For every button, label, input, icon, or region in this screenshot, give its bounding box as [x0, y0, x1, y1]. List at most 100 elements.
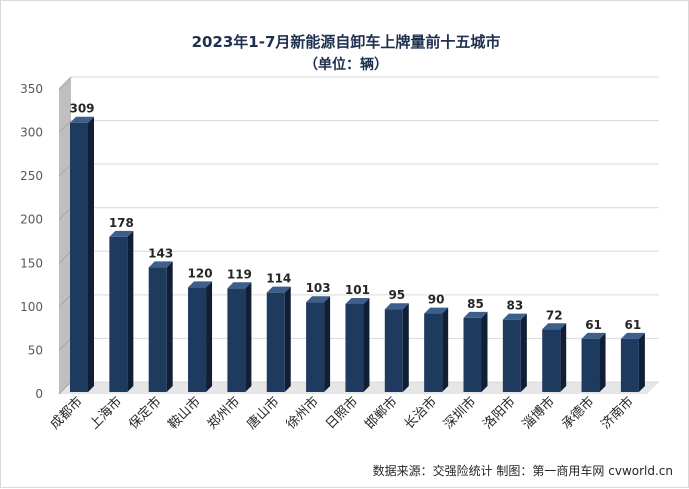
bar-top [384, 303, 409, 310]
side-wall [59, 77, 71, 394]
gridline-depth [58, 163, 72, 177]
bar [109, 230, 134, 392]
y-tick-label: 250 [20, 169, 43, 183]
bar-side [127, 230, 134, 392]
y-tick-label: 150 [20, 256, 43, 270]
bar-side [324, 296, 331, 392]
chart-title: 2023年1-7月新能源自卸车上牌量前十五城市 [192, 33, 501, 51]
x-tick-label: 承德市 [558, 394, 597, 433]
bar-top [109, 230, 134, 237]
bar-side [638, 332, 645, 392]
x-tick-label: 日照市 [322, 394, 361, 433]
data-label: 95 [388, 288, 405, 302]
x-tick-label: 长治市 [401, 394, 440, 433]
x-tick-label: 成都市 [47, 394, 86, 433]
bar-front [542, 329, 561, 392]
bar-top [424, 307, 449, 314]
bar [70, 116, 94, 392]
data-label: 72 [546, 308, 563, 322]
bar-side [599, 332, 606, 392]
gridline-depth [58, 381, 72, 395]
bar-top [463, 311, 488, 318]
bar-front [384, 309, 403, 392]
bar-side [88, 116, 94, 392]
bar-front [424, 313, 443, 392]
y-tick-label: 350 [20, 82, 43, 96]
bar-front [502, 319, 521, 392]
bar-top [502, 313, 527, 320]
gridline-depth [58, 338, 72, 351]
x-tick-label: 济南市 [598, 394, 637, 433]
bar [581, 332, 606, 392]
data-label: 143 [148, 246, 173, 260]
bar-side [481, 311, 488, 392]
data-label: 103 [306, 281, 331, 295]
x-tick-label: 鞍山市 [165, 394, 204, 433]
bar-top [148, 261, 173, 268]
bar-top [188, 281, 213, 288]
bar-front [227, 288, 246, 392]
bar-front [306, 302, 325, 392]
x-tick-label: 邯郸市 [362, 394, 401, 433]
bar-series [70, 116, 645, 392]
bar [620, 332, 645, 392]
bar-side [560, 323, 567, 392]
data-label: 119 [227, 267, 252, 281]
bar [345, 297, 370, 392]
bar [266, 286, 291, 392]
bar [502, 313, 527, 392]
data-label: 120 [188, 266, 213, 280]
bar-side [166, 261, 173, 392]
y-tick-label: 300 [20, 126, 43, 140]
bar-top [542, 323, 567, 330]
bar [463, 311, 488, 392]
bar-top [345, 297, 370, 304]
bar [306, 296, 331, 392]
gridline-depth [58, 250, 72, 264]
x-tick-label: 深圳市 [440, 394, 479, 433]
bar-front [620, 338, 639, 392]
y-axis-ticks: 0 50 100 150 200 250 300 350 [20, 82, 43, 401]
data-label: 61 [585, 318, 602, 332]
data-label: 101 [345, 283, 370, 297]
bar-front [345, 303, 364, 392]
bar [424, 307, 449, 392]
bar-front [581, 338, 600, 392]
bar-side [442, 307, 449, 392]
bar-top [581, 332, 606, 339]
bar-side [402, 303, 409, 392]
bar [148, 261, 173, 392]
x-axis-categories: 成都市 上海市 保定市 鞍山市 郑州市 唐山市 徐州市 日照市 邯郸市 长治市 深圳市 洛阳市 淄博市承… [47, 394, 637, 433]
bar-front [463, 317, 482, 392]
x-tick-label: 上海市 [86, 394, 125, 433]
x-tick-label: 淄博市 [519, 394, 558, 433]
y-tick-label: 0 [35, 387, 43, 401]
data-label: 83 [506, 299, 523, 313]
bar [384, 303, 409, 392]
bar-top [266, 286, 291, 293]
source-note: 数据来源：交强险统计 制图：第一商用车网 cvworld.cn [373, 463, 673, 478]
bar-front [188, 287, 207, 392]
bar-side [206, 281, 213, 392]
x-tick-label: 保定市 [126, 394, 165, 433]
bar-top [306, 296, 331, 303]
bar-side [245, 282, 252, 392]
gridline-depth [58, 294, 72, 308]
y-tick-label: 100 [20, 300, 43, 314]
x-tick-label: 郑州市 [204, 394, 243, 433]
bar-side [363, 297, 370, 392]
bar-side [284, 286, 291, 392]
data-label: 309 [69, 102, 94, 116]
bar-top [620, 332, 645, 339]
bar [188, 281, 213, 392]
bar-front [109, 236, 128, 392]
gridline-depth [58, 76, 72, 90]
data-labels: 309 178 143 120 119 114 103 101 95 90 85 83 72 61 61 [69, 102, 641, 332]
bar [227, 282, 252, 392]
data-label: 85 [467, 297, 484, 311]
bar-top [70, 116, 94, 123]
bar [542, 323, 567, 392]
x-tick-label: 徐州市 [283, 394, 322, 433]
